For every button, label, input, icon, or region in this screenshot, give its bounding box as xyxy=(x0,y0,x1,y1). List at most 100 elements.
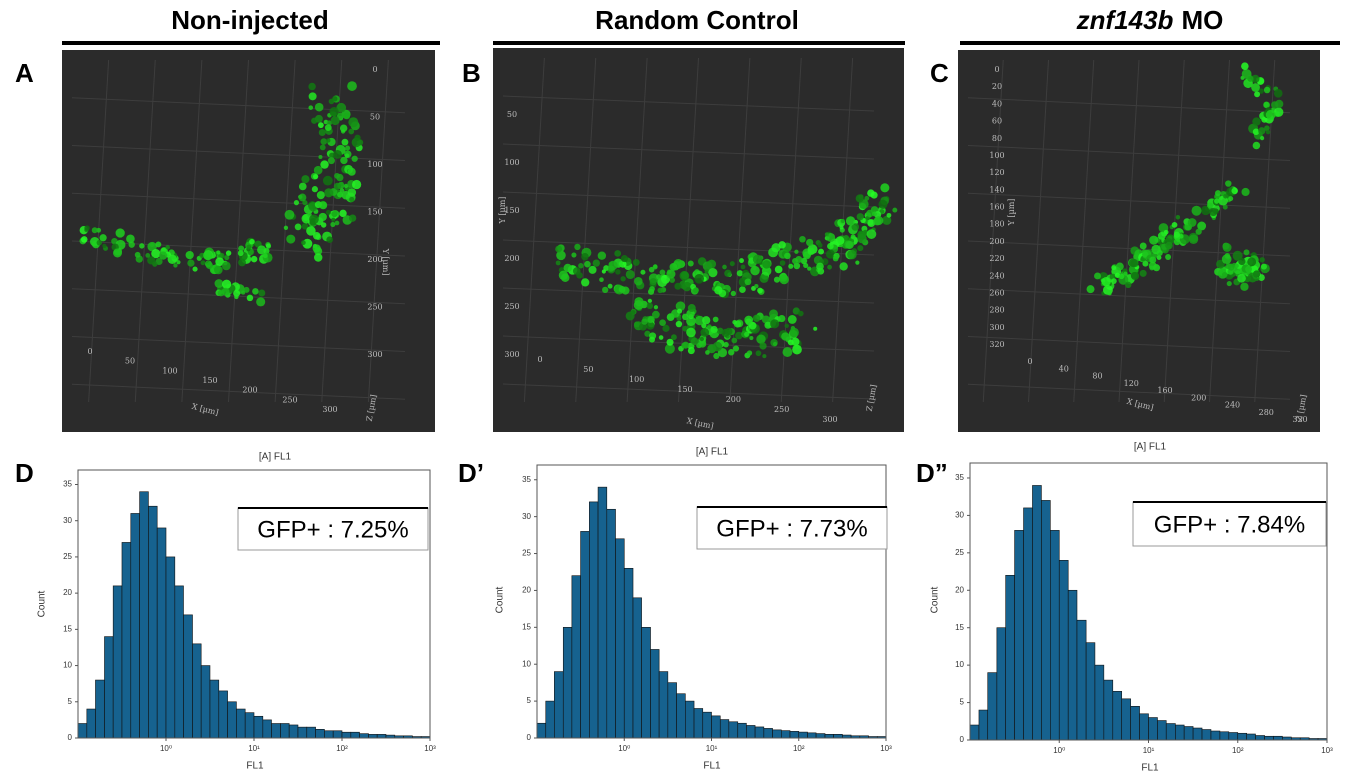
histogram-bar xyxy=(288,724,299,739)
cell xyxy=(221,279,232,289)
cell xyxy=(724,269,732,277)
cell xyxy=(603,265,610,271)
cell xyxy=(732,319,737,325)
cell xyxy=(348,117,359,128)
cell xyxy=(1086,285,1095,294)
image-grid xyxy=(71,383,406,400)
cell xyxy=(151,248,161,259)
image-y-tick: 150 xyxy=(367,208,382,217)
cell xyxy=(779,274,789,285)
cell xyxy=(84,225,90,231)
cell xyxy=(1273,89,1283,98)
cell xyxy=(1222,243,1232,252)
cell xyxy=(693,287,699,294)
cell xyxy=(139,243,145,249)
cell xyxy=(326,138,331,143)
cell xyxy=(759,273,769,283)
cell xyxy=(1165,254,1172,260)
cell xyxy=(646,302,654,310)
cell xyxy=(341,138,349,146)
cell xyxy=(1156,249,1163,257)
cell xyxy=(649,278,657,286)
cell xyxy=(214,279,224,288)
cell xyxy=(1265,109,1276,120)
histogram-bar xyxy=(1148,717,1158,741)
histogram-bar xyxy=(104,636,114,739)
image-y-tick: 180 xyxy=(989,220,1004,229)
histogram-bar xyxy=(815,733,826,739)
cell xyxy=(311,117,318,124)
y-axis-label: Count xyxy=(495,586,506,613)
histogram-bar xyxy=(623,567,634,739)
cell xyxy=(882,215,892,225)
cell xyxy=(746,350,753,356)
cell xyxy=(298,193,307,202)
image-grid xyxy=(502,383,875,400)
histogram-bar xyxy=(139,491,149,739)
cell xyxy=(825,249,835,259)
histogram-bar xyxy=(798,731,808,739)
y-tick-label: 30 xyxy=(955,511,964,520)
cell xyxy=(1225,180,1232,187)
cell xyxy=(243,286,250,293)
cell xyxy=(203,250,213,261)
histogram-bar xyxy=(121,542,132,739)
histogram-bar xyxy=(271,723,281,739)
cell xyxy=(728,349,735,356)
cell xyxy=(1148,261,1157,270)
image-x-tick: 150 xyxy=(202,376,217,385)
cell xyxy=(666,269,676,279)
cell xyxy=(173,263,178,268)
cell xyxy=(807,247,815,256)
image-grid xyxy=(71,97,406,114)
cell xyxy=(241,290,246,295)
cell xyxy=(1191,205,1202,216)
image-x-tick: 120 xyxy=(1124,379,1139,388)
cell xyxy=(1223,193,1228,199)
histogram-bar xyxy=(200,665,211,739)
cell xyxy=(674,282,682,290)
histogram-bar xyxy=(728,721,739,739)
histogram-bar xyxy=(192,643,202,739)
image-y-tick: 150 xyxy=(504,206,519,215)
cell xyxy=(1227,263,1235,271)
y-tick-label: 15 xyxy=(955,623,964,632)
cell xyxy=(656,274,662,280)
cell xyxy=(99,234,107,242)
cell xyxy=(1175,215,1181,220)
cell xyxy=(744,278,752,286)
y-tick-label: 10 xyxy=(955,660,964,669)
cell xyxy=(630,310,636,315)
image-grid xyxy=(71,192,406,209)
cell xyxy=(824,232,829,237)
column-title: Random Control xyxy=(595,5,799,35)
y-tick-label: 10 xyxy=(63,661,72,670)
cell xyxy=(682,281,692,292)
cell xyxy=(855,260,860,265)
histogram-bar xyxy=(1228,732,1239,741)
chart-title: [A] FL1 xyxy=(1134,442,1167,453)
histogram-bar xyxy=(376,734,387,739)
cell xyxy=(657,277,668,288)
histogram-bar xyxy=(86,708,96,739)
histogram-bar xyxy=(341,731,352,739)
cell xyxy=(771,243,781,253)
y-tick-label: 25 xyxy=(522,549,531,558)
cell xyxy=(870,191,878,199)
image-grid xyxy=(967,383,1291,400)
cell xyxy=(301,175,310,184)
cell xyxy=(314,253,323,262)
histogram-bar xyxy=(1130,706,1140,741)
cell xyxy=(856,213,864,221)
cell xyxy=(732,345,740,352)
histogram-bar xyxy=(1237,732,1248,741)
cell xyxy=(712,341,723,352)
cell xyxy=(690,337,699,346)
image-y-tick: 140 xyxy=(989,185,1004,194)
cell xyxy=(1157,231,1166,240)
histogram-bar xyxy=(615,538,625,739)
image-y-tick: 280 xyxy=(989,306,1004,315)
cell xyxy=(677,308,683,314)
histogram-bar xyxy=(1023,507,1033,741)
histogram-bar xyxy=(262,719,272,739)
